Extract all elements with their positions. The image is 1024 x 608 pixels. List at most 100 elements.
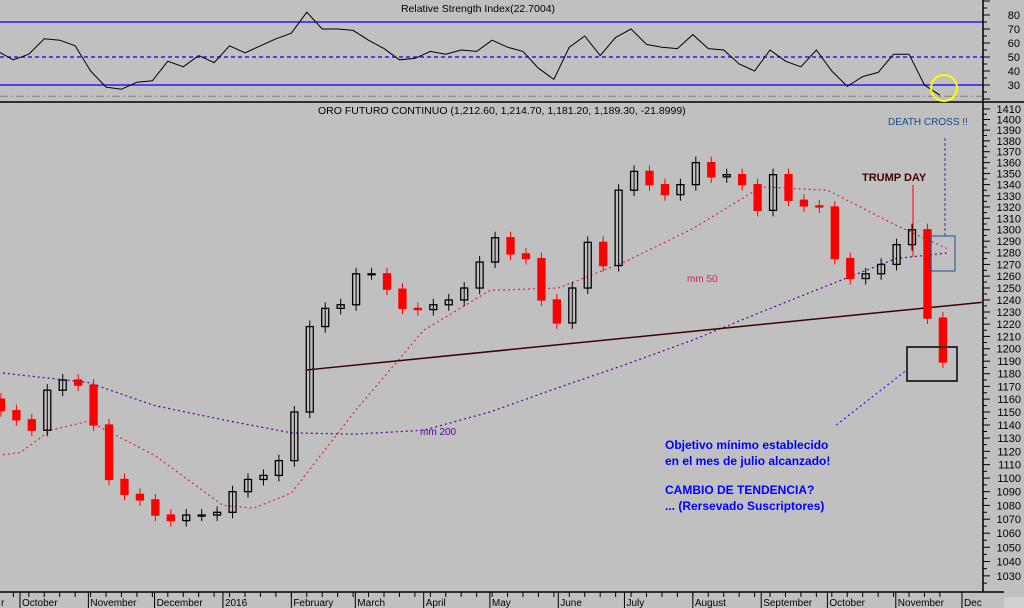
- candle: [506, 237, 515, 255]
- mm50-line: [0, 186, 949, 509]
- death-cross-box: [930, 235, 956, 272]
- rsi-tick-label: 60: [1008, 38, 1020, 50]
- price-tick-label: 1060: [997, 528, 1021, 540]
- candle: [259, 474, 268, 481]
- price-tick-label: 1290: [997, 236, 1021, 248]
- mm200-line: [0, 252, 949, 435]
- rsi-panel: [0, 11, 983, 97]
- candle: [382, 273, 392, 290]
- candle: [861, 273, 870, 280]
- candle: [938, 317, 948, 363]
- month-label: December: [157, 598, 204, 608]
- candle: [846, 257, 855, 280]
- candle: [228, 491, 237, 513]
- candle: [135, 493, 145, 501]
- price-tick-label: 1040: [997, 557, 1021, 569]
- candle: [583, 241, 592, 289]
- candle: [490, 237, 500, 263]
- death-cross-label: DEATH CROSS !!: [888, 117, 968, 128]
- price-tick-label: 1170: [997, 381, 1021, 393]
- rsi-tick-label: 80: [1008, 10, 1020, 22]
- support-trendline: [306, 301, 982, 371]
- candle: [815, 205, 824, 208]
- rsi-tick-label: 50: [1008, 52, 1020, 64]
- rsi-highlight-circle: [930, 74, 958, 102]
- candle: [89, 384, 98, 426]
- price-tick-label: 1370: [997, 147, 1021, 159]
- candle: [876, 263, 886, 275]
- month-label: May: [492, 598, 511, 608]
- price-tick-label: 1190: [997, 356, 1021, 368]
- price-tick-label: 1400: [997, 114, 1021, 126]
- candle: [120, 478, 129, 496]
- candle: [691, 161, 700, 186]
- price-tick-label: 1280: [997, 248, 1021, 260]
- candle: [336, 304, 345, 310]
- price-tick-label: 1330: [997, 191, 1021, 203]
- price-tick-label: 1090: [997, 487, 1021, 499]
- candle: [753, 183, 762, 212]
- price-tick-label: 1230: [997, 307, 1021, 319]
- price-tick-label: 1100: [997, 473, 1021, 485]
- candle: [274, 459, 284, 477]
- note-line-4: ... (Rersevado Suscriptores): [665, 499, 824, 513]
- price-title: ORO FUTURO CONTINUO (1,212.60, 1,214.70,…: [318, 105, 686, 117]
- price-tick-label: 1340: [997, 180, 1021, 192]
- candle: [367, 273, 376, 276]
- candle: [722, 174, 731, 178]
- candle: [768, 174, 778, 212]
- candle: [74, 379, 83, 386]
- price-tick-label: 1180: [997, 369, 1021, 381]
- price-tick-label: 1300: [997, 225, 1021, 237]
- month-label: October: [829, 598, 865, 608]
- rsi-tick-label: 40: [1008, 66, 1020, 78]
- month-label: March: [357, 598, 385, 608]
- candle: [398, 288, 407, 310]
- price-tick-label: 1410: [997, 104, 1021, 116]
- rsi-tick-label: 30: [1008, 80, 1020, 92]
- price-tick-label: 1080: [997, 500, 1021, 512]
- price-tick-label: 1070: [997, 514, 1021, 526]
- candle: [104, 424, 114, 481]
- price-tick-label: 1150: [997, 407, 1021, 419]
- price-tick-label: 1320: [997, 202, 1021, 214]
- candle: [27, 419, 36, 431]
- price-tick-label: 1240: [997, 295, 1021, 307]
- price-tick-label: 1310: [997, 213, 1021, 225]
- month-label: June: [560, 598, 582, 608]
- target-box: [906, 346, 958, 382]
- candle: [0, 398, 6, 412]
- price-tick-label: 1380: [997, 136, 1021, 148]
- candle: [58, 379, 67, 391]
- rsi-title: Relative Strength Index(22.7004): [401, 3, 555, 15]
- candle: [537, 257, 546, 301]
- price-tick-label: 1200: [997, 344, 1021, 356]
- candle: [552, 299, 562, 324]
- candle: [413, 307, 423, 311]
- price-tick-label: 1130: [997, 433, 1021, 445]
- mm50-label: mm 50: [687, 274, 718, 285]
- rsi-tick-label: 70: [1008, 24, 1020, 36]
- price-tick-label: 1270: [997, 259, 1021, 271]
- price-tick-label: 1390: [997, 125, 1021, 137]
- candle: [429, 304, 438, 311]
- note-line-1: Objetivo mínimo establecido: [665, 438, 828, 452]
- scroll-corner: [1004, 597, 1024, 608]
- month-label: Dec: [964, 598, 982, 608]
- price-tick-label: 1350: [997, 169, 1021, 181]
- candle: [166, 514, 175, 522]
- candle: [676, 183, 685, 196]
- candle: [444, 299, 453, 306]
- price-tick-label: 1120: [997, 446, 1021, 458]
- price-tick-label: 1110: [998, 460, 1021, 472]
- month-label: November: [90, 598, 137, 608]
- candle: [305, 325, 314, 413]
- price-tick-label: 1360: [997, 158, 1021, 170]
- candle: [660, 183, 670, 196]
- month-label: August: [695, 598, 726, 608]
- trump-day-label: TRUMP DAY: [862, 172, 927, 184]
- note-line-2: en el mes de julio alcanzado!: [665, 454, 830, 468]
- candle: [43, 389, 52, 431]
